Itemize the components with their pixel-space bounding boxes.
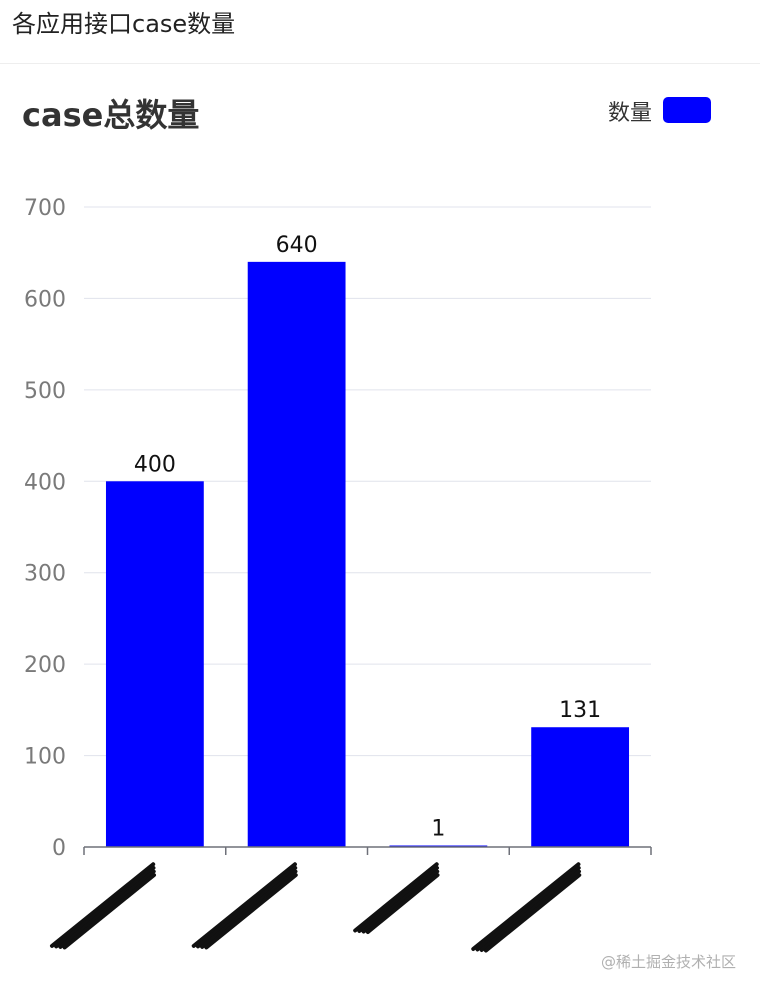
y-tick-label: 400 xyxy=(24,470,66,495)
bar[interactable] xyxy=(247,261,346,847)
bar-data-label: 131 xyxy=(559,698,601,723)
legend-swatch[interactable] xyxy=(663,97,711,123)
y-tick-label: 600 xyxy=(24,287,66,312)
data-labels: 400 640 1 131 xyxy=(134,233,601,842)
y-tick-label: 300 xyxy=(24,562,66,587)
y-tick-label: 0 xyxy=(52,836,66,861)
page-title: 各应用接口case数量 xyxy=(12,10,236,38)
x-axis xyxy=(49,846,652,953)
x-label-redaction xyxy=(191,862,298,950)
x-label-redaction xyxy=(49,862,156,950)
x-label-redaction xyxy=(353,862,440,935)
chart-title: case总数量 xyxy=(22,96,199,134)
legend-label: 数量 xyxy=(608,101,652,126)
bars xyxy=(105,261,630,847)
watermark: @稀土掘金技术社区 xyxy=(600,953,736,971)
bar-data-label: 640 xyxy=(276,233,318,258)
page-header: 各应用接口case数量 xyxy=(0,0,760,64)
y-axis-ticks: 0 100 200 300 400 500 600 700 xyxy=(24,196,66,861)
bar[interactable] xyxy=(105,481,204,847)
bar[interactable] xyxy=(531,727,630,847)
bar-chart: case总数量 数量 0 100 200 300 400 500 600 700 400 640… xyxy=(22,96,711,953)
bar-data-label: 400 xyxy=(134,452,176,477)
x-label-redaction xyxy=(471,862,582,953)
y-tick-label: 200 xyxy=(24,653,66,678)
y-tick-label: 500 xyxy=(24,379,66,404)
y-tick-label: 100 xyxy=(24,745,66,770)
bar-data-label: 1 xyxy=(431,817,445,842)
y-tick-label: 700 xyxy=(24,196,66,221)
